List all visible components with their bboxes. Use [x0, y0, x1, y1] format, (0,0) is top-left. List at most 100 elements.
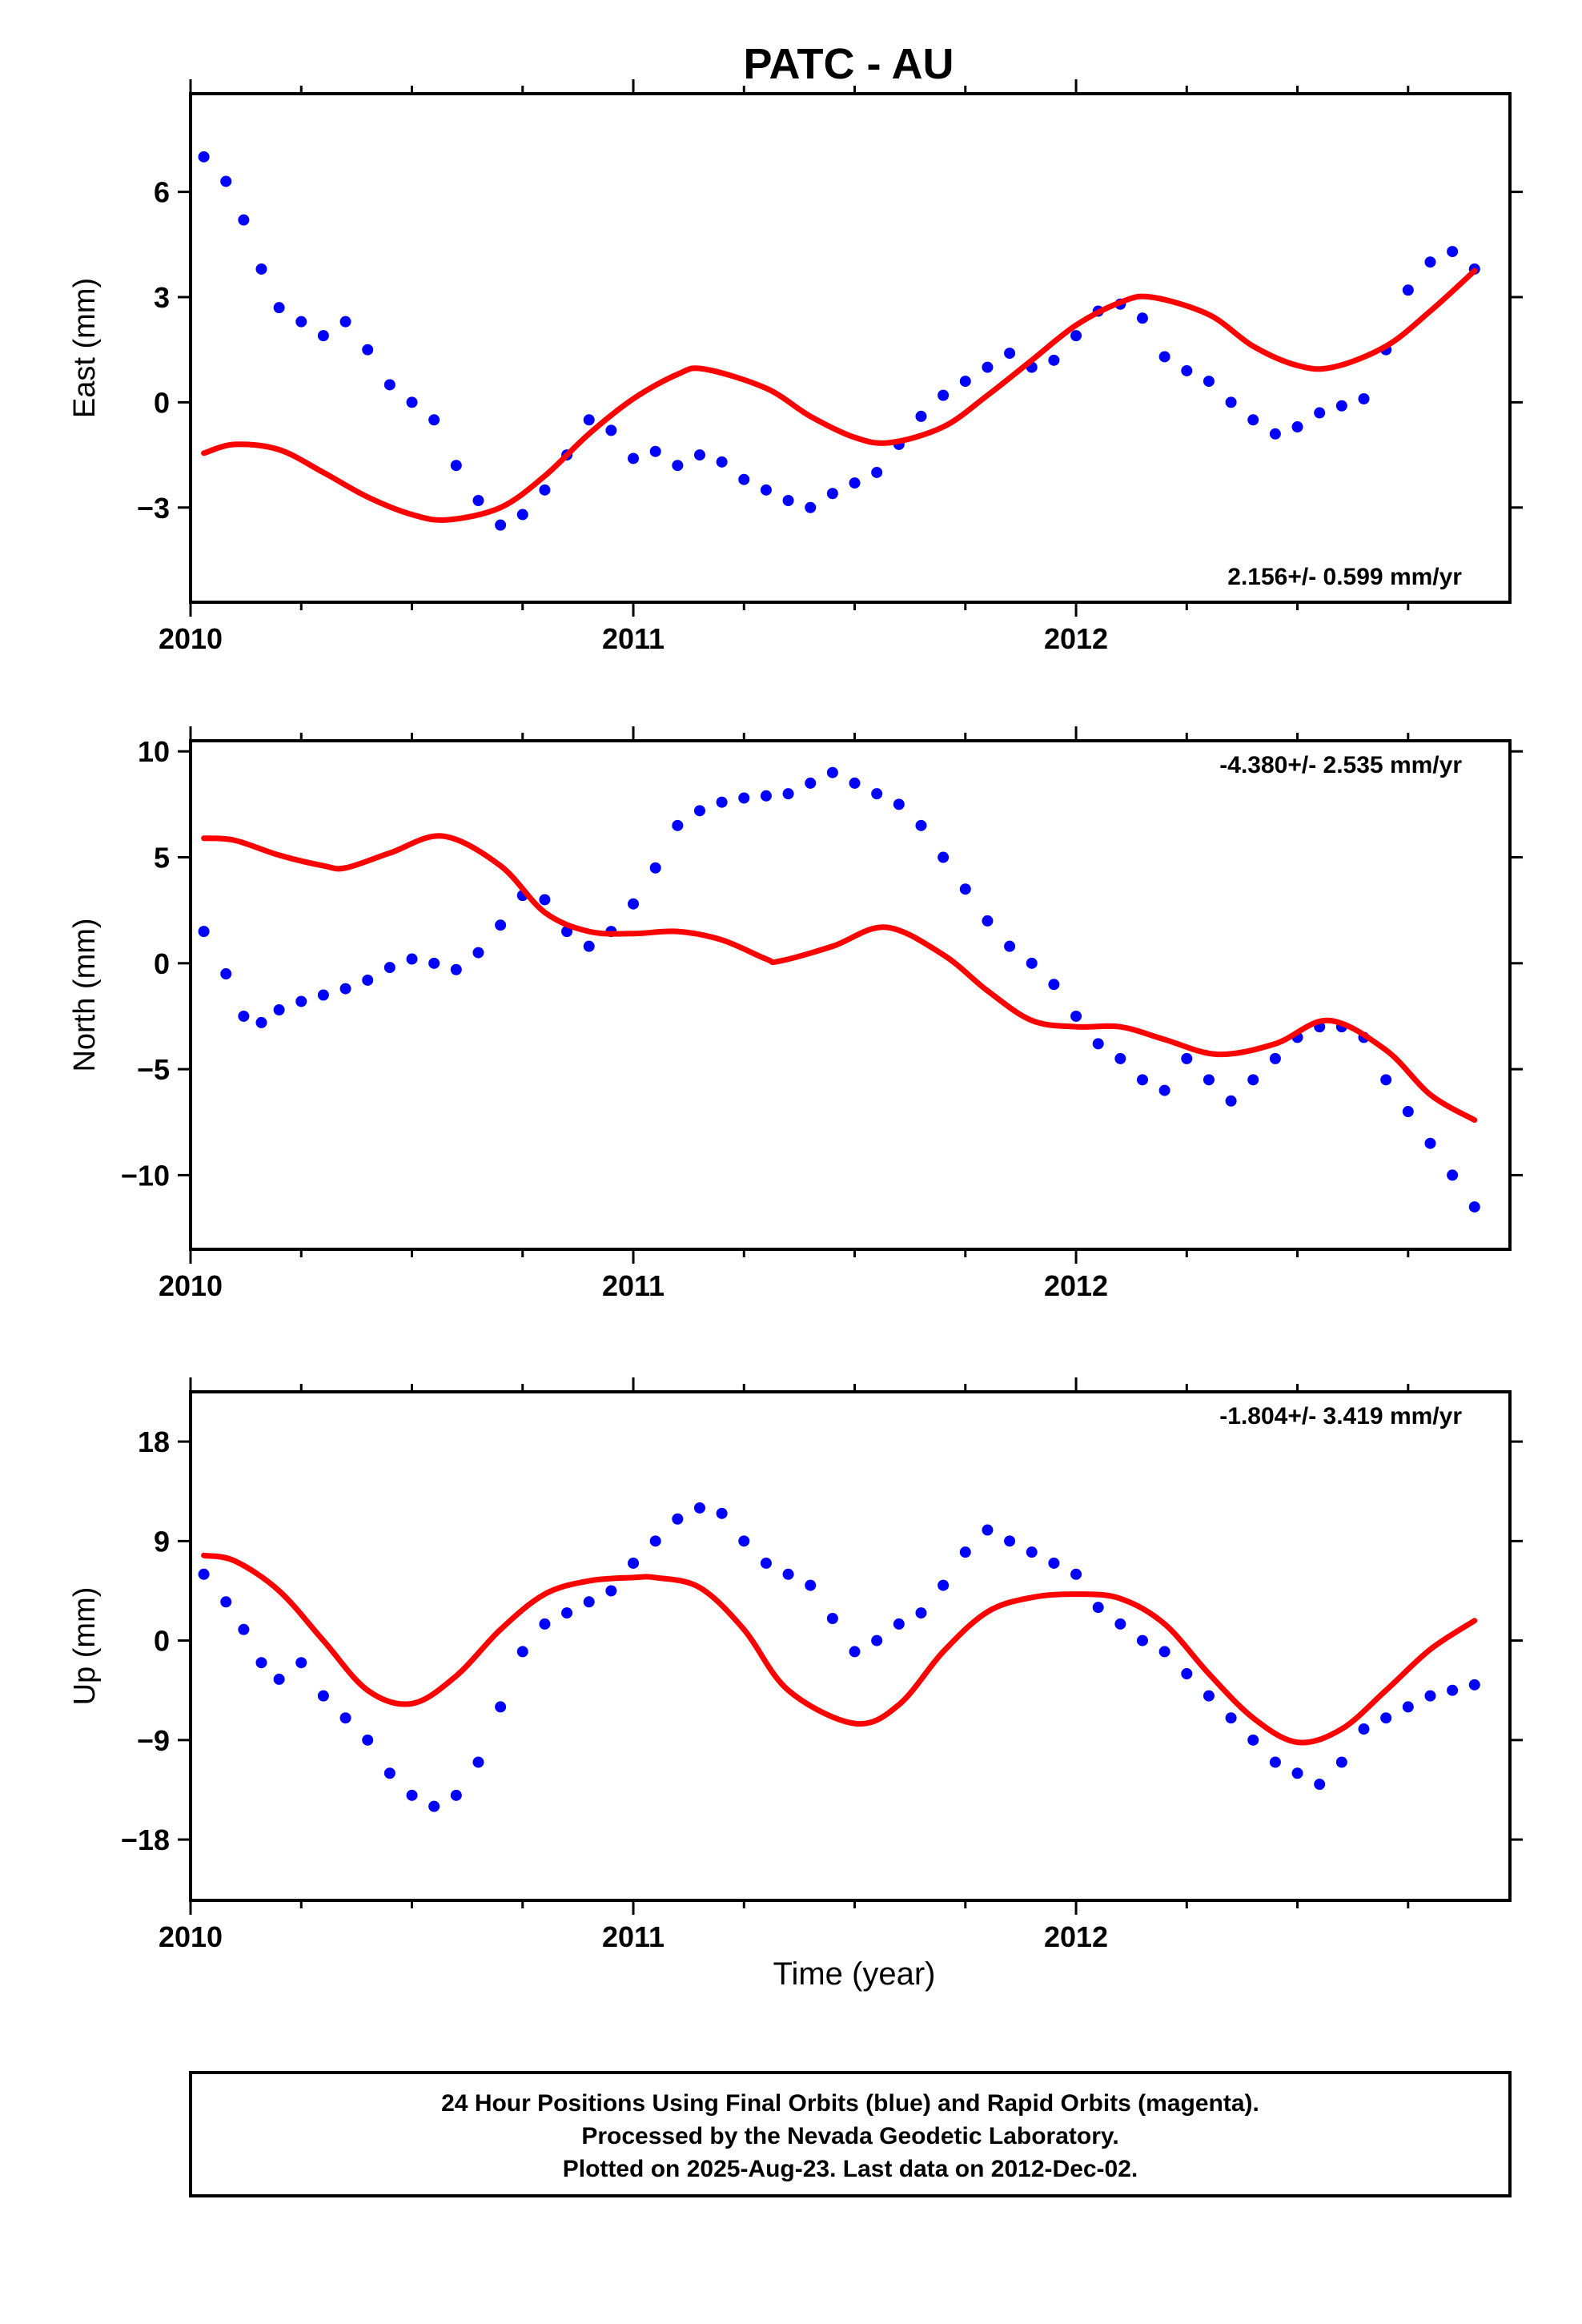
- up-data-point: [255, 1657, 267, 1669]
- north-data-point: [716, 796, 728, 808]
- up-data-point: [649, 1535, 661, 1547]
- east-data-point: [406, 396, 418, 408]
- up-rate-label: -1.804+/- 3.419 mm/yr: [1219, 1403, 1462, 1429]
- east-rate-label: 2.156+/- 0.599 mm/yr: [1227, 564, 1462, 590]
- north-xtick-label: 2012: [1044, 1269, 1108, 1302]
- east-xtick-label: 2011: [602, 622, 665, 655]
- east-data-point: [1158, 351, 1170, 363]
- up-data-point: [1092, 1602, 1104, 1614]
- north-ytick-label: −5: [137, 1053, 170, 1086]
- north-data-point: [693, 805, 705, 817]
- footer-box: [189, 2071, 1512, 2197]
- up-data-point: [716, 1507, 728, 1519]
- up-data-point: [383, 1767, 396, 1779]
- north-data-point: [339, 983, 351, 995]
- north-data-point: [450, 963, 462, 975]
- footer-line-2: Processed by the Nevada Geodetic Laborat…: [581, 2123, 1118, 2149]
- north-data-point: [1114, 1052, 1126, 1064]
- up-data-point: [362, 1734, 374, 1746]
- up-data-point: [472, 1756, 484, 1768]
- up-data-point: [295, 1657, 307, 1669]
- east-data-point: [472, 495, 484, 506]
- east-data-point: [383, 379, 396, 391]
- east-data-point: [495, 519, 507, 531]
- east-data-point: [738, 473, 750, 485]
- east-data-point: [716, 456, 728, 468]
- up-data-point: [915, 1607, 927, 1619]
- up-data-point: [805, 1579, 817, 1591]
- east-data-point: [516, 509, 528, 521]
- east-data-point: [1447, 246, 1459, 258]
- east-data-point: [238, 214, 250, 226]
- east-data-point: [871, 466, 883, 478]
- north-data-point: [1402, 1106, 1414, 1118]
- up-data-point: [1380, 1712, 1392, 1724]
- east-data-point: [1247, 414, 1259, 426]
- footer-line-1: 24 Hour Positions Using Final Orbits (bl…: [441, 2090, 1259, 2117]
- up-data-point: [1291, 1767, 1303, 1779]
- east-data-point: [220, 175, 232, 187]
- east-data-point: [1181, 364, 1193, 376]
- east-data-point: [362, 344, 374, 356]
- north-data-point: [273, 1004, 285, 1016]
- north-data-point: [871, 788, 883, 800]
- up-data-point: [1136, 1634, 1148, 1647]
- east-data-point: [1269, 428, 1281, 440]
- up-ytick-label: 9: [154, 1525, 170, 1558]
- east-model-curve: [201, 267, 1478, 523]
- north-data-point: [1004, 940, 1016, 952]
- up-data-point: [317, 1690, 329, 1702]
- up-data-point: [1004, 1535, 1016, 1547]
- east-data-point: [450, 460, 462, 472]
- north-panel: 2010 2011 2012 −10 −5 0 5 10 North (mm) -4.380+/-…: [68, 726, 1523, 1302]
- north-data-point: [1225, 1095, 1237, 1107]
- north-data-point: [255, 1016, 267, 1028]
- up-data-point: [871, 1634, 883, 1647]
- north-data-point: [198, 926, 210, 938]
- north-data-point: [738, 792, 750, 804]
- up-data-point: [1181, 1668, 1193, 1680]
- north-data-point: [782, 788, 794, 800]
- north-data-point: [672, 819, 684, 831]
- up-data-point: [561, 1607, 573, 1619]
- up-data-point: [1026, 1546, 1038, 1558]
- east-data-point: [583, 414, 595, 426]
- up-data-point: [605, 1585, 617, 1597]
- north-data-point: [1247, 1074, 1259, 1086]
- east-data-point: [1424, 256, 1436, 268]
- up-data-point: [693, 1502, 705, 1514]
- east-xtick-label: 2012: [1044, 622, 1108, 655]
- up-y-axis-label: Up (mm): [68, 1587, 102, 1706]
- up-data-point: [428, 1800, 440, 1812]
- north-data-point: [1203, 1074, 1215, 1086]
- north-data-point: [583, 940, 595, 952]
- up-data-point: [738, 1535, 750, 1547]
- up-data-point: [406, 1789, 418, 1801]
- east-data-point: [1048, 354, 1060, 366]
- east-plot-area: [198, 151, 1480, 531]
- north-y-axis-label: North (mm): [68, 918, 102, 1072]
- north-data-point: [317, 989, 329, 1001]
- up-data-point: [1048, 1557, 1060, 1569]
- up-ytick-label: 18: [138, 1425, 170, 1458]
- east-data-point: [938, 389, 950, 401]
- up-panel: 2010 2011 2012 −18 −9 0 9 18 Up (mm) -1.804+/- 3.…: [68, 1377, 1523, 1953]
- up-data-point: [826, 1612, 838, 1624]
- east-data-point: [693, 449, 705, 461]
- up-data-point: [1269, 1756, 1281, 1768]
- north-xtick-label: 2011: [602, 1269, 665, 1302]
- east-data-point: [849, 477, 861, 489]
- east-data-point: [1136, 312, 1148, 324]
- north-data-point: [628, 898, 640, 910]
- east-data-point: [760, 484, 772, 496]
- east-ytick-label: −3: [137, 492, 170, 525]
- north-data-point: [649, 862, 661, 874]
- up-data-point: [198, 1568, 210, 1580]
- north-ytick-label: 10: [138, 735, 170, 768]
- east-data-point: [428, 414, 440, 426]
- north-data-point: [1158, 1084, 1170, 1096]
- north-data-point: [893, 798, 905, 810]
- up-data-point: [583, 1596, 595, 1608]
- up-data-point: [1203, 1690, 1215, 1702]
